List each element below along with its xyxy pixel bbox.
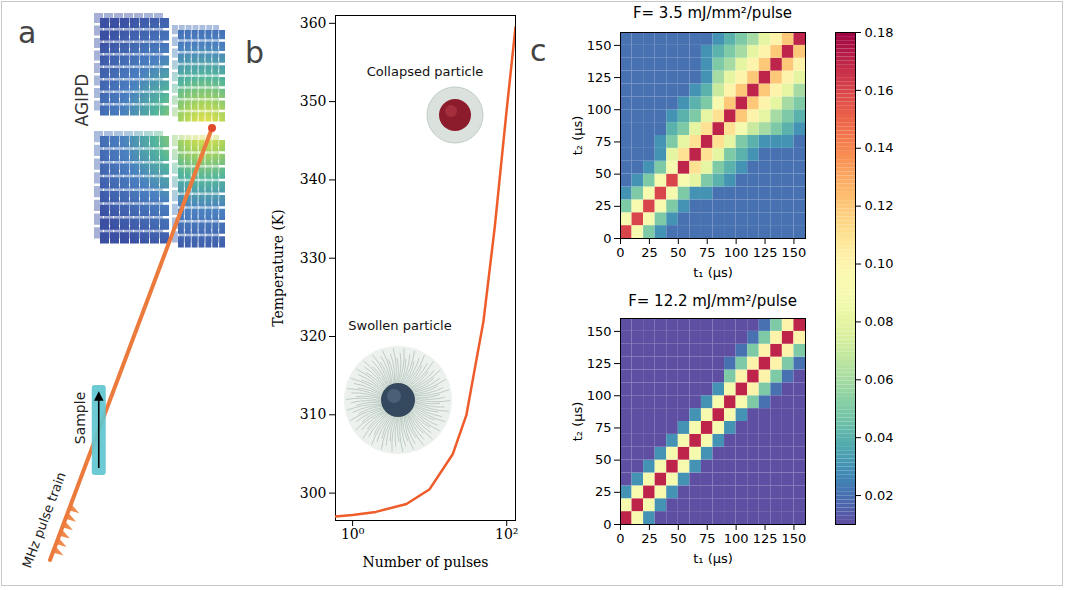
svg-text:0: 0 [616,531,624,546]
svg-text:0.18: 0.18 [865,25,894,40]
svg-text:0.08: 0.08 [865,314,894,329]
svg-text:150: 150 [587,324,612,339]
svg-text:100: 100 [724,531,749,546]
svg-text:Sample: Sample [72,392,88,445]
svg-text:0: 0 [616,245,624,260]
svg-text:AGIPD: AGIPD [72,74,92,127]
svg-text:0.10: 0.10 [865,256,894,271]
html-text:a: a [18,15,37,50]
svg-text:100: 100 [724,245,749,260]
svg-text:25: 25 [641,245,658,260]
svg-text:Temperature (K): Temperature (K) [270,209,286,327]
svg-text:50: 50 [595,166,612,181]
svg-text:25: 25 [595,198,612,213]
svg-text:330: 330 [300,250,327,266]
svg-text:0.06: 0.06 [865,372,894,387]
html-text:F= 3.5 mJ/mm²/pulse: F= 3.5 mJ/mm²/pulse [632,4,793,22]
svg-text:350: 350 [300,93,327,109]
svg-text:300: 300 [300,485,327,501]
svg-text:25: 25 [641,531,658,546]
svg-text:0: 0 [603,231,611,246]
svg-text:310: 310 [300,406,327,422]
svg-text:t₁ (μs): t₁ (μs) [693,551,733,566]
svg-text:MHz pulse train: MHz pulse train [19,470,69,570]
svg-text:10²: 10² [495,526,518,542]
svg-text:125: 125 [587,356,612,371]
svg-text:340: 340 [300,171,327,187]
svg-text:t₁ (μs): t₁ (μs) [693,265,733,280]
html-text:c: c [530,33,547,68]
svg-text:50: 50 [670,531,687,546]
svg-text:10⁰: 10⁰ [341,526,365,542]
svg-text:50: 50 [595,452,612,467]
svg-text:0.04: 0.04 [865,430,894,445]
svg-text:75: 75 [595,134,612,149]
svg-text:0.02: 0.02 [865,488,894,503]
svg-text:150: 150 [587,38,612,53]
svg-text:0.12: 0.12 [865,198,894,213]
svg-text:150: 150 [782,531,807,546]
svg-text:0: 0 [603,517,611,532]
svg-text:125: 125 [587,70,612,85]
svg-text:150: 150 [782,245,807,260]
svg-text:50: 50 [670,245,687,260]
svg-text:75: 75 [595,420,612,435]
svg-text:t₂ (μs): t₂ (μs) [570,116,585,156]
svg-text:360: 360 [300,15,327,31]
svg-text:25: 25 [595,484,612,499]
svg-text:Number of pulses: Number of pulses [362,554,488,570]
svg-text:Swollen particle: Swollen particle [348,318,451,333]
svg-text:100: 100 [587,388,612,403]
svg-text:320: 320 [300,328,327,344]
svg-text:0.14: 0.14 [865,140,894,155]
svg-text:75: 75 [699,245,716,260]
svg-text:t₂ (μs): t₂ (μs) [570,402,585,442]
svg-text:100: 100 [587,102,612,117]
html-text:b: b [245,35,264,70]
svg-text:125: 125 [753,245,778,260]
svg-text:0.16: 0.16 [865,83,894,98]
svg-text:125: 125 [753,531,778,546]
svg-text:75: 75 [699,531,716,546]
html-text:F= 12.2 mJ/mm²/pulse: F= 12.2 mJ/mm²/pulse [628,292,797,310]
svg-text:Collapsed particle: Collapsed particle [367,64,484,79]
